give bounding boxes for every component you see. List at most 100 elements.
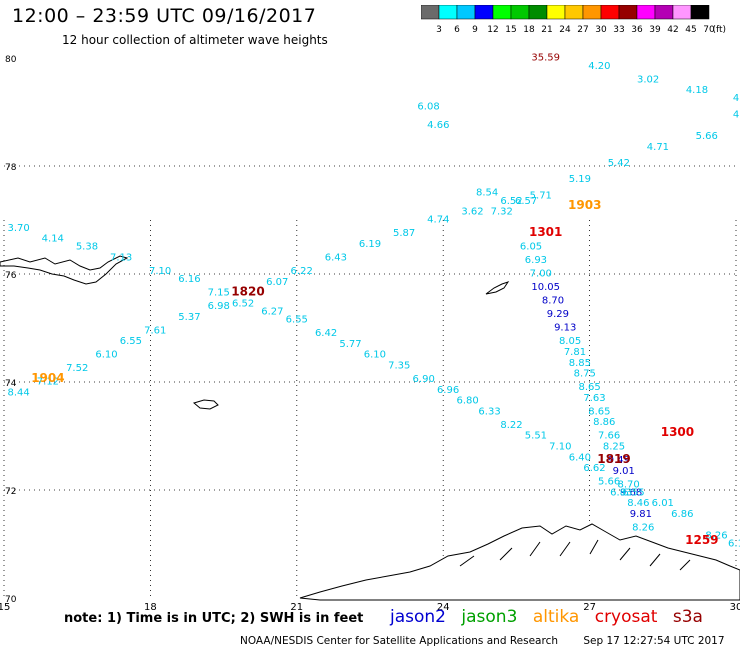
wave-height-label: 7.32 — [491, 207, 513, 218]
wave-height-label: 5.51 — [525, 431, 547, 442]
wave-height-label: 8.44 — [8, 388, 30, 399]
legend-label: 33 — [613, 25, 624, 35]
hopen-island — [485, 281, 510, 295]
legend-label: 21 — [541, 25, 552, 35]
wave-height-label: 6.52 — [232, 298, 254, 309]
legend-label: 9 — [472, 25, 478, 35]
legend-label: 42 — [667, 25, 678, 35]
wave-height-label: 5.42 — [608, 158, 630, 169]
legend-swatch — [690, 5, 710, 20]
wave-height-label: 4.20 — [588, 61, 610, 72]
norway-coast — [299, 523, 740, 601]
legend-label: 39 — [649, 25, 661, 35]
wave-height-label: 4.14 — [42, 234, 64, 245]
wave-height-label: 4 — [733, 109, 739, 120]
wave-height-label: 5.77 — [339, 339, 361, 350]
wave-height-label: 5.87 — [393, 228, 415, 239]
wave-height-label: 9.01 — [613, 466, 635, 477]
wave-height-label: 3.02 — [637, 74, 659, 85]
bear-island — [192, 399, 219, 410]
wave-height-label: 5.71 — [530, 190, 552, 201]
wave-height-label: 3.62 — [461, 207, 483, 218]
wave-height-label: 8.86 — [593, 417, 615, 428]
lon-tick-label: 24 — [437, 602, 450, 613]
wave-height-label: 6.93 — [525, 255, 547, 266]
legend-label: 6 — [454, 25, 460, 35]
wave-height-label: 5.19 — [569, 174, 591, 185]
wave-height-label: 9.68 — [620, 487, 642, 498]
legend-label: 15 — [505, 25, 516, 35]
wave-height-label: 8.26 — [705, 531, 727, 542]
wave-height-label: 8.70 — [618, 479, 640, 490]
legend-label: 24 — [559, 25, 571, 35]
lon-tick-label: 15 — [0, 602, 10, 613]
lon-tick-label: 18 — [144, 602, 157, 613]
lat-tick-label: 78 — [5, 163, 17, 173]
wave-height-label: 7.00 — [530, 269, 552, 280]
observation-time-label: 1903 — [568, 198, 601, 212]
wave-height-label: 6.22 — [291, 266, 313, 277]
wave-height-label: 5.37 — [178, 312, 200, 323]
wave-height-label: 9.13 — [554, 323, 576, 334]
wave-height-label: 6.55 — [120, 336, 142, 347]
greenland-coast — [0, 255, 129, 285]
wave-height-label: 4 — [733, 93, 739, 104]
lat-tick-label: 76 — [5, 271, 17, 281]
wave-height-label: 8.65 — [588, 406, 610, 417]
wave-height-label: 7.10 — [149, 266, 171, 277]
wave-height-label: 5.38 — [76, 242, 98, 253]
wave-height-label: 5.66 — [598, 477, 620, 488]
legend-label: 30 — [595, 25, 607, 35]
wave-height-label: 4.18 — [686, 85, 708, 96]
wave-height-label: 8.05 — [559, 336, 581, 347]
wave-height-label: 6.43 — [325, 253, 347, 264]
wave-height-label: 4.66 — [427, 120, 449, 131]
wave-height-label: 10.05 — [531, 282, 560, 293]
observation-time-label: 1820 — [231, 285, 264, 299]
wave-height-label: 8.26 — [632, 523, 654, 534]
wave-height-label: 6.05 — [520, 242, 542, 253]
color-legend: 3 6 9 12 15 18 21 24 27 30 33 36 39 42 45 70(ft) — [421, 5, 726, 35]
wave-height-label: 7.10 — [549, 442, 571, 453]
wave-height-label: 6.01 — [652, 498, 674, 509]
lon-tick-label: 21 — [290, 602, 303, 613]
legend-label: 3 — [436, 25, 442, 35]
norway-fjord-lines — [459, 539, 691, 571]
wave-height-label: 5.66 — [696, 131, 718, 142]
lon-tick-label: 27 — [583, 602, 596, 613]
wave-height-label: 8.65 — [578, 382, 600, 393]
wave-height-label: 6.90 — [413, 374, 435, 385]
satellite-altika: altika — [532, 607, 580, 627]
wave-height-label: 8.22 — [500, 420, 522, 431]
wave-height-values: 3.704.145.387.137.106.167.156.98 6.526.07… — [8, 53, 740, 550]
axis-labels: 15 18 21 24 27 30 80 78 76 74 72 70 — [0, 55, 740, 613]
wave-height-label: 6.16 — [178, 274, 200, 285]
observation-time-label: 1301 — [529, 225, 562, 239]
legend-label: 27 — [577, 25, 588, 35]
wave-height-label: 7.66 — [598, 431, 620, 442]
wave-height-label: 6.86 — [671, 509, 693, 520]
wave-height-label: 8.25 — [603, 442, 625, 453]
satellite-cryosat: cryosat — [594, 607, 658, 627]
wave-height-label: 7.13 — [110, 253, 132, 264]
credit-text: NOAA/NESDIS Center for Satellite Applica… — [240, 635, 558, 647]
legend-label: 36 — [631, 25, 643, 35]
page-title: 12:00 – 23:59 UTC 09/16/2017 — [12, 5, 317, 27]
wave-height-label: 6.1 — [728, 539, 740, 550]
legend-label: 12 — [487, 25, 498, 35]
wave-height-label: 6.62 — [583, 463, 605, 474]
legend-label: 45 — [685, 25, 696, 35]
wave-height-label: 4.74 — [427, 215, 449, 226]
observation-time-label: 1904 — [31, 371, 64, 385]
footer-note: note: 1) Time is in UTC; 2) SWH is in fe… — [64, 611, 364, 626]
lat-tick-label: 74 — [5, 379, 17, 389]
wave-height-label: 6.40 — [569, 452, 591, 463]
wave-height-label: 6.57 — [515, 196, 537, 207]
coastline-layer — [0, 255, 740, 601]
wave-height-label: 6.42 — [315, 328, 337, 339]
lat-lon-grid — [3, 165, 737, 598]
wave-height-label: 8.70 — [542, 296, 564, 307]
lat-tick-label: 70 — [5, 595, 17, 605]
satellite-jason3: jason3 — [461, 607, 518, 627]
